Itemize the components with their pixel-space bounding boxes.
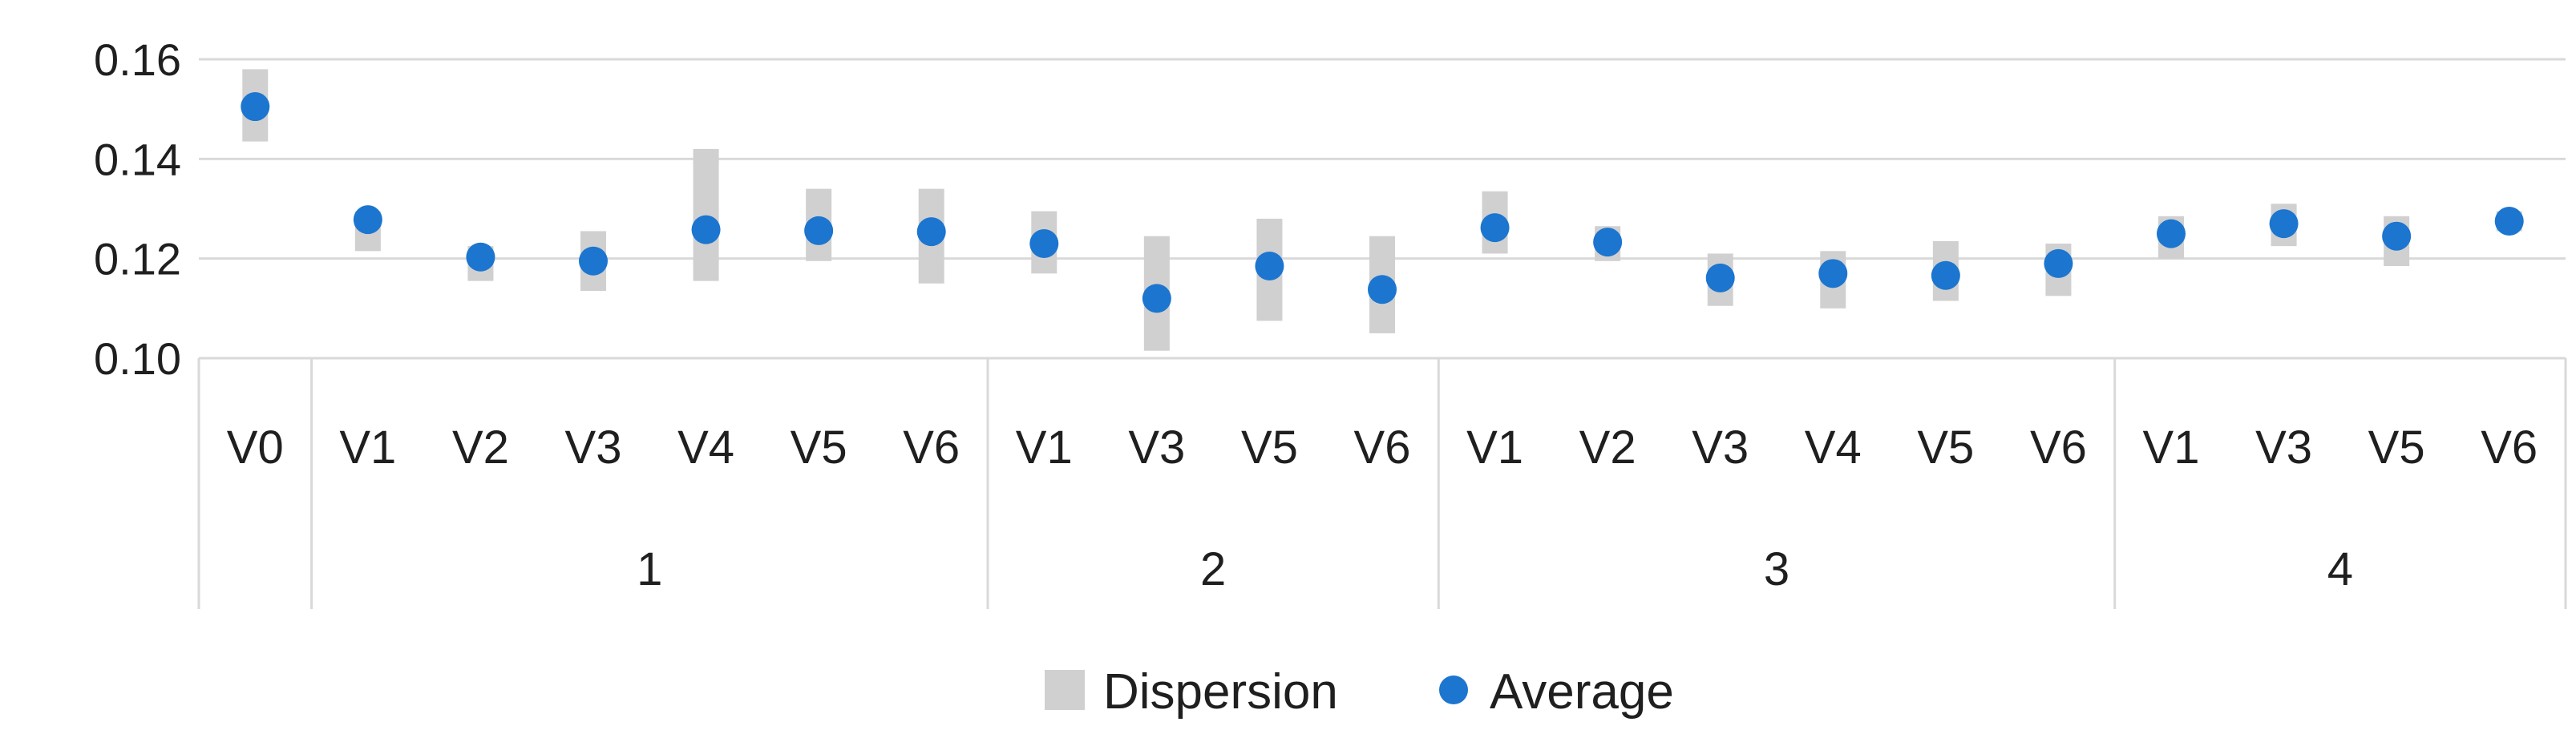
y-tick-label: 0.12: [94, 234, 181, 284]
average-point: [804, 216, 834, 245]
average-point: [1593, 228, 1623, 257]
average-point: [1142, 284, 1171, 313]
x-group-label: 2: [1200, 543, 1226, 595]
legend-label-average: Average: [1490, 664, 1674, 720]
dispersion-bar: [693, 148, 719, 281]
y-axis-ticks: 0.10 0.12 0.14 0.16: [94, 34, 181, 384]
x-group-label: 1: [637, 543, 662, 595]
x-category-label: V4: [1805, 421, 1862, 474]
average-point: [353, 205, 382, 235]
average-point: [2382, 221, 2412, 251]
average-point: [916, 217, 946, 247]
average-point: [2494, 207, 2524, 236]
legend-label-dispersion: Dispersion: [1103, 664, 1338, 720]
y-tick-label: 0.14: [94, 134, 181, 184]
average-point: [1705, 263, 1735, 292]
x-category-label: V6: [1354, 421, 1411, 474]
y-tick-label: 0.10: [94, 333, 181, 384]
x-category-label: V3: [1128, 421, 1185, 474]
x-category-label: V2: [452, 421, 509, 474]
average-point: [1029, 229, 1059, 259]
x-category-label: V1: [339, 421, 396, 474]
x-category-label: V6: [903, 421, 960, 474]
average-series: [241, 92, 2524, 313]
average-point: [1931, 260, 1960, 290]
average-point: [2157, 219, 2186, 248]
average-point: [691, 215, 721, 244]
x-category-label: V0: [227, 421, 284, 474]
x-axis: V0 V1 V2 V3 V4 V5 V6 V1 V3 V5 V6 V1 V2 V3 V4 V5 V6 V1 V3 V5…: [197, 358, 2567, 609]
average-point: [2269, 209, 2299, 239]
x-category-label: V3: [2255, 421, 2312, 474]
dispersion-series: [242, 69, 2522, 351]
x-category-label: V5: [2368, 421, 2425, 474]
x-category-label: V2: [1579, 421, 1636, 474]
average-point: [1818, 259, 1848, 288]
legend: Dispersion Average: [1045, 664, 1674, 720]
x-group-label: 4: [2327, 543, 2353, 595]
x-category-label: V1: [2143, 421, 2200, 474]
x-category-label: V3: [565, 421, 622, 474]
x-group-label: 3: [1764, 543, 1789, 595]
legend-marker-average: [1439, 675, 1468, 704]
x-category-label: V5: [1917, 421, 1974, 474]
average-point: [1480, 213, 1510, 243]
average-point: [1255, 251, 1284, 280]
average-point: [1368, 275, 1397, 304]
x-category-label: V6: [2481, 421, 2538, 474]
average-point: [466, 242, 495, 272]
x-category-label: V3: [1692, 421, 1749, 474]
x-category-label: V5: [791, 421, 847, 474]
x-category-label: V6: [2030, 421, 2087, 474]
x-category-label: V1: [1466, 421, 1523, 474]
average-point: [241, 92, 270, 122]
legend-swatch-dispersion: [1045, 670, 1085, 710]
average-point: [579, 246, 608, 276]
y-tick-label: 0.16: [94, 34, 181, 85]
x-category-label: V5: [1241, 421, 1298, 474]
x-category-label: V4: [677, 421, 734, 474]
x-category-label: V1: [1016, 421, 1073, 474]
average-point: [2044, 248, 2073, 278]
